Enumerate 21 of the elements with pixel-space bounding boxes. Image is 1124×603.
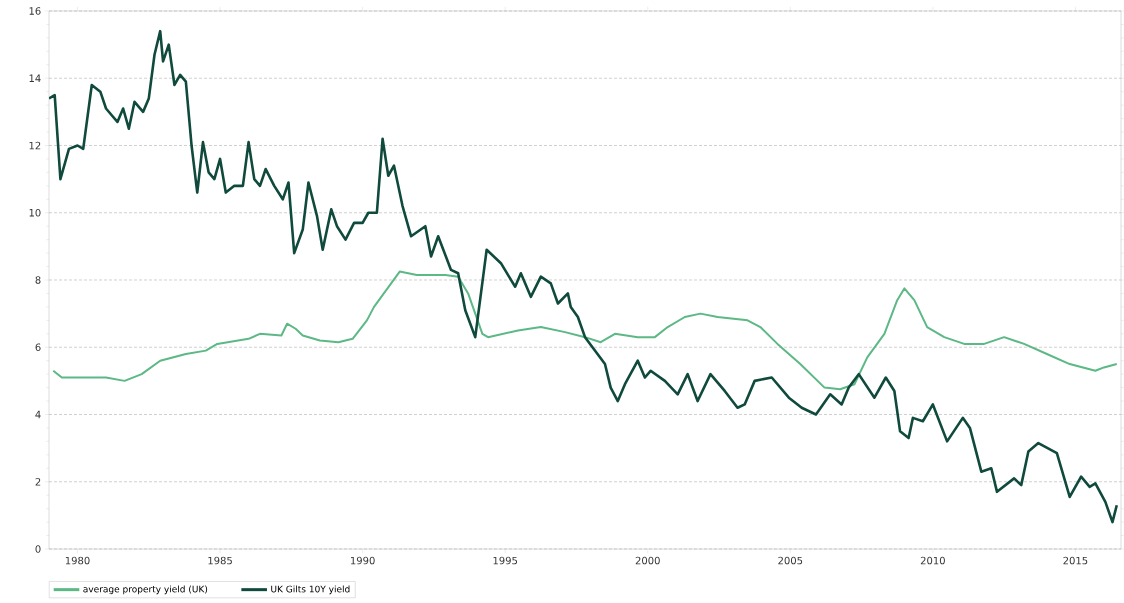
x-tick-label: 2000 bbox=[635, 556, 660, 565]
x-tick-label: 1995 bbox=[493, 556, 518, 565]
x-tick-label: 1985 bbox=[208, 556, 232, 565]
x-tick-label: 2005 bbox=[778, 556, 803, 565]
x-tick-label: 1980 bbox=[65, 556, 90, 565]
x-tick-label: 2015 bbox=[1063, 556, 1088, 565]
y-tick-label: 0 bbox=[35, 545, 41, 553]
y-tick-label: 8 bbox=[35, 276, 41, 284]
legend-label: average property yield (UK) bbox=[83, 585, 208, 595]
x-tick-label: 1990 bbox=[351, 556, 375, 565]
y-tick-label: 4 bbox=[35, 410, 41, 419]
y-tick-label: 6 bbox=[35, 343, 41, 352]
line-series bbox=[52, 270, 1118, 391]
line-series bbox=[49, 29, 1119, 524]
x-tick-label: 2010 bbox=[920, 556, 945, 565]
y-tick-label: 2 bbox=[35, 478, 41, 486]
legend-label: UK Gilts 10Y yield bbox=[271, 585, 350, 595]
y-tick-label: 16 bbox=[29, 7, 41, 15]
y-tick-label: 10 bbox=[29, 208, 41, 217]
y-tick-label: 12 bbox=[29, 141, 41, 150]
y-tick-label: 14 bbox=[29, 74, 41, 82]
